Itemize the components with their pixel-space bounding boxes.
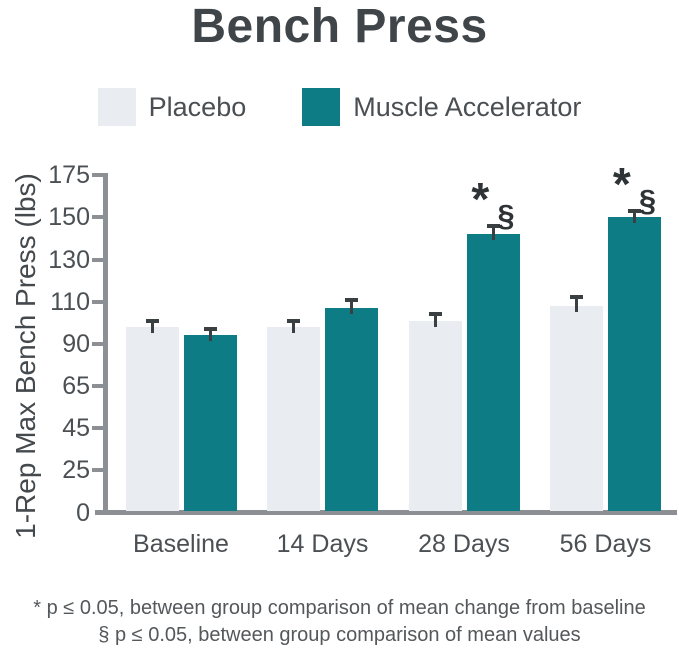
x-category-label: Baseline [133, 530, 229, 558]
bar-muscle-accelerator-2 [466, 234, 520, 511]
bar-muscle-accelerator-1 [325, 308, 378, 511]
y-tick-mark [92, 257, 103, 262]
x-category-label: 28 Days [418, 530, 510, 558]
legend-item-placebo: Placebo [97, 88, 247, 126]
error-bar-cap [570, 295, 583, 300]
error-bar-cap [145, 318, 159, 323]
y-tick-label: 130 [48, 245, 90, 274]
error-bar-cap [345, 297, 358, 302]
legend-label-muscle-accelerator: Muscle Accelerator [353, 91, 582, 122]
sig-annotation: * § [613, 161, 656, 216]
y-tick-label: 110 [50, 287, 90, 316]
section-marker: § [638, 183, 657, 219]
footnote-line-2: § p ≤ 0.05, between group comparison of … [98, 624, 581, 646]
y-tick-label: 45 [62, 414, 90, 443]
error-bar-cap [428, 312, 442, 317]
y-tick-mark [92, 299, 103, 304]
legend-item-muscle-accelerator: Muscle Accelerator [302, 88, 581, 126]
y-tick-mark [92, 215, 103, 220]
legend-swatch-muscle-accelerator-icon [302, 88, 341, 126]
y-tick-label: 175 [48, 161, 90, 190]
error-bar-cap [486, 223, 500, 228]
bar-muscle-accelerator-3 [608, 217, 661, 511]
error-bar-stem [208, 329, 212, 342]
y-tick-label: 150 [48, 203, 90, 232]
bar-placebo-2 [408, 320, 462, 511]
legend: Placebo Muscle Accelerator [0, 88, 679, 126]
y-tick-mark [92, 341, 103, 346]
x-category-label: 14 Days [276, 530, 369, 558]
y-tick-label: 65 [62, 372, 90, 401]
bar-placebo-1 [267, 327, 320, 511]
y-tick-label: 0 [76, 498, 90, 527]
y-tick-mark [92, 173, 103, 178]
error-bar-stem [433, 314, 437, 327]
footnote-line-1: * p ≤ 0.05, between group comparison of … [33, 597, 646, 619]
x-category-label: 56 Days [559, 530, 652, 558]
error-bar-cap [287, 318, 300, 323]
legend-label-placebo: Placebo [148, 91, 247, 122]
sig-annotation: * § [471, 176, 514, 231]
footnote: * p ≤ 0.05, between group comparison of … [0, 595, 679, 649]
bar-muscle-accelerator-0 [183, 335, 237, 511]
y-tick-mark [92, 426, 103, 431]
y-tick-label: 90 [62, 329, 90, 358]
x-axis-line [95, 510, 677, 515]
error-bar-stem [150, 320, 154, 334]
error-bar-cap [203, 327, 217, 332]
error-bar-stem [292, 320, 295, 334]
error-bar-cap [628, 209, 641, 214]
error-bar-stem [575, 297, 578, 312]
y-axis-line [103, 173, 108, 514]
asterisk-marker: * [471, 172, 490, 225]
section-marker: § [497, 197, 515, 233]
y-tick-mark [92, 468, 103, 473]
y-tick-label: 25 [62, 456, 90, 485]
asterisk-marker: * [612, 158, 631, 211]
error-bar-stem [633, 211, 636, 224]
bar-placebo-3 [550, 305, 603, 511]
error-bar-stem [350, 299, 353, 315]
bar-placebo-0 [125, 327, 179, 511]
error-bar-stem [491, 225, 495, 241]
legend-swatch-placebo-icon [97, 88, 136, 126]
chart-title: Bench Press [191, 0, 488, 53]
y-tick-mark [92, 384, 103, 389]
